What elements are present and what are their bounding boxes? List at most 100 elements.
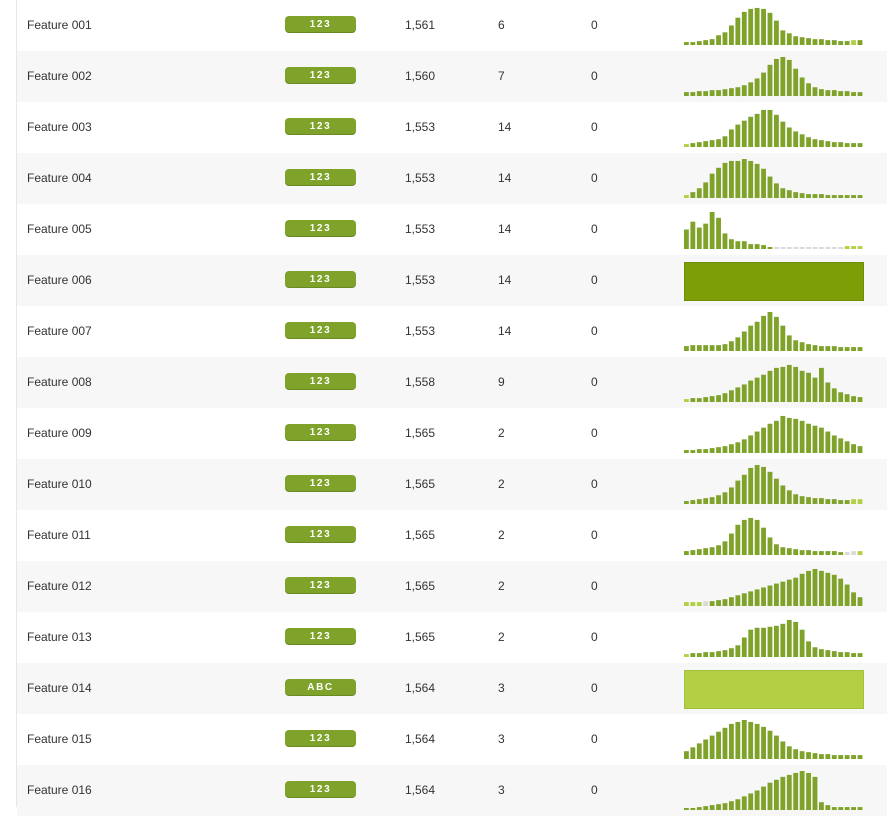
table-row[interactable]: Feature 001 123 1,561 6 0 — [17, 0, 887, 51]
histogram-bar — [793, 131, 799, 147]
histogram-bar — [851, 396, 856, 402]
valid-count: 1,564 — [405, 681, 436, 695]
histogram-bar — [812, 568, 818, 606]
histogram-bar — [780, 741, 786, 759]
histogram-bar — [709, 497, 715, 504]
histogram-bar — [748, 467, 754, 504]
histogram-bar — [761, 109, 766, 147]
histogram-bar — [767, 109, 773, 147]
histogram-bar — [767, 626, 773, 657]
type-badge: 123 — [285, 781, 356, 798]
missing-count: 2 — [498, 477, 505, 491]
table-row[interactable]: Feature 008 123 1,558 9 0 — [17, 357, 887, 408]
table-row[interactable]: Feature 006 123 1,553 14 0 — [17, 255, 887, 306]
histogram-bar — [793, 418, 799, 454]
table-row[interactable]: Feature 005 123 1,553 14 0 — [17, 204, 887, 255]
histogram-bar — [844, 500, 850, 504]
histogram-bar — [754, 78, 760, 96]
type-badge: 123 — [285, 373, 356, 390]
histogram-bar — [799, 247, 805, 249]
histogram-bar — [851, 40, 856, 46]
table-row[interactable]: Feature 011 123 1,565 2 0 — [17, 510, 887, 561]
histogram-bar — [716, 495, 721, 505]
histogram-bar — [748, 591, 754, 607]
histogram-bar — [819, 367, 824, 403]
histogram-bar — [767, 471, 773, 504]
histogram-bar — [716, 447, 721, 453]
histogram-bar — [786, 364, 792, 402]
histogram-bar — [793, 36, 799, 46]
histogram-bar — [754, 321, 760, 351]
histogram-bar — [806, 423, 811, 453]
histogram-bar — [819, 247, 824, 249]
histogram-bar — [729, 597, 734, 607]
histogram-bar — [709, 601, 715, 607]
histogram-bar — [780, 188, 786, 198]
table-row[interactable]: Feature 003 123 1,553 14 0 — [17, 102, 887, 153]
histogram-bar — [825, 346, 831, 352]
histogram-bar — [767, 12, 773, 45]
histogram-bar — [696, 227, 702, 249]
histogram-bar — [857, 807, 863, 810]
table-row[interactable]: Feature 007 123 1,553 14 0 — [17, 306, 887, 357]
histogram-bar — [767, 730, 773, 759]
mismatch-count: 0 — [591, 222, 598, 236]
histogram-bar — [703, 498, 709, 504]
histogram-chart — [684, 7, 863, 46]
table-row[interactable]: Feature 016 123 1,564 3 0 — [17, 765, 887, 816]
histogram-bar — [825, 141, 831, 147]
type-cell: 123 — [285, 526, 356, 543]
histogram-bar — [748, 8, 754, 46]
histogram-bar — [774, 20, 779, 46]
table-row[interactable]: Feature 002 123 1,560 7 0 — [17, 51, 887, 102]
histogram-bar — [786, 579, 792, 606]
missing-count: 14 — [498, 120, 512, 134]
histogram-chart — [684, 720, 863, 760]
histogram-bar — [838, 41, 844, 45]
histogram-bar — [793, 749, 799, 759]
histogram-bar — [774, 735, 779, 759]
histogram-bar — [684, 346, 689, 352]
histogram-bar — [844, 91, 850, 97]
histogram-bar — [716, 600, 721, 606]
histogram-bar — [774, 478, 779, 504]
histogram — [684, 4, 864, 47]
histogram-bar — [696, 602, 702, 606]
histogram-bar — [748, 380, 754, 402]
histogram-bar — [851, 551, 856, 555]
histogram — [684, 106, 864, 149]
histogram-bar — [722, 599, 728, 606]
histogram-bar — [754, 465, 760, 504]
valid-count: 1,553 — [405, 171, 436, 185]
histogram-bar — [819, 754, 824, 760]
histogram-bar — [774, 583, 779, 606]
table-row[interactable]: Feature 009 123 1,565 2 0 — [17, 408, 887, 459]
feature-name: Feature 013 — [27, 630, 92, 644]
table-row[interactable]: Feature 013 123 1,565 2 0 — [17, 612, 887, 663]
feature-name: Feature 016 — [27, 783, 92, 797]
histogram-bar — [690, 602, 696, 606]
histogram-bar — [857, 397, 863, 403]
histogram-bar — [793, 577, 799, 606]
histogram-bar — [799, 193, 805, 199]
table-row[interactable]: Feature 010 123 1,565 2 0 — [17, 459, 887, 510]
histogram-bar — [748, 325, 754, 351]
histogram-bar — [709, 448, 715, 454]
feature-name: Feature 008 — [27, 375, 92, 389]
histogram-bar — [722, 32, 728, 45]
type-badge: 123 — [285, 67, 356, 84]
histogram-bar — [793, 772, 799, 810]
type-cell: ABC — [285, 679, 356, 696]
table-row[interactable]: Feature 015 123 1,564 3 0 — [17, 714, 887, 765]
table-row[interactable]: Feature 014 ABC 1,564 3 0 — [17, 663, 887, 714]
histogram-bar — [812, 753, 818, 759]
histogram-bar — [735, 480, 741, 504]
histogram-bar — [709, 211, 715, 249]
table-row[interactable]: Feature 004 123 1,553 14 0 — [17, 153, 887, 204]
table-row[interactable]: Feature 012 123 1,565 2 0 — [17, 561, 887, 612]
mismatch-count: 0 — [591, 18, 598, 32]
histogram-bar — [806, 247, 811, 249]
histogram-bar — [806, 641, 811, 657]
histogram-bar — [786, 33, 792, 45]
histogram-bar — [799, 771, 805, 810]
